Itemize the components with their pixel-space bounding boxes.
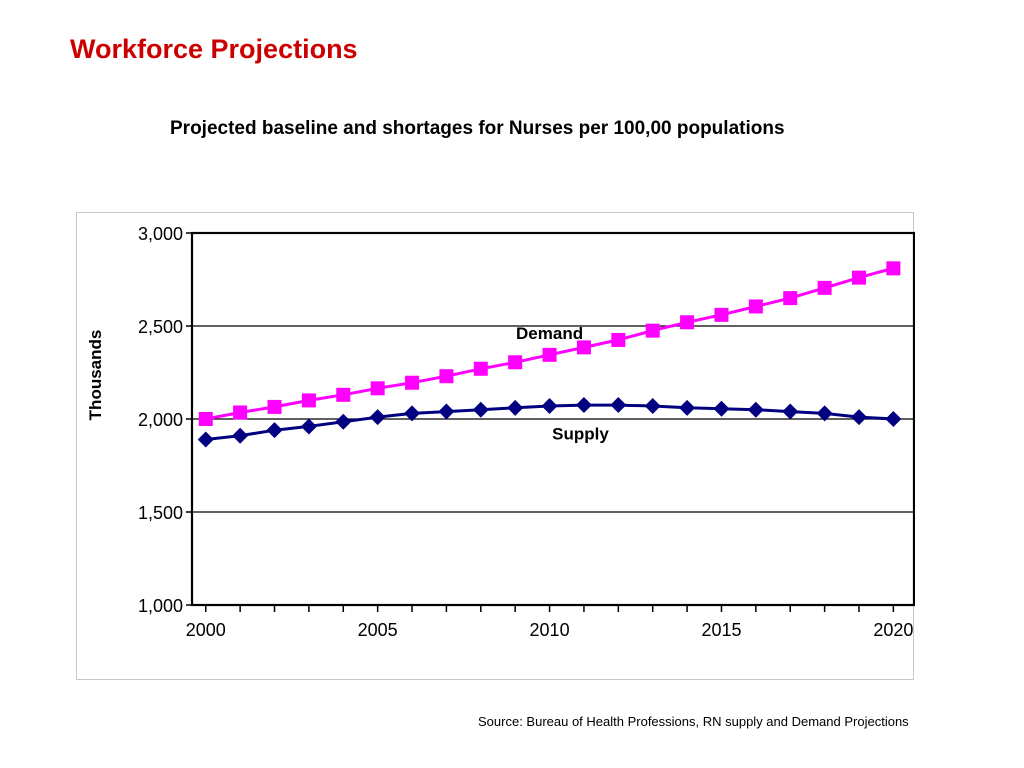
y-tick-label: 1,500 bbox=[138, 503, 183, 523]
supply-marker bbox=[816, 405, 833, 422]
demand-marker bbox=[439, 369, 454, 384]
supply-annotation: Supply bbox=[552, 424, 609, 443]
y-axis-label: Thousands bbox=[86, 330, 105, 421]
supply-marker bbox=[472, 401, 489, 418]
chart-heading: Projected baseline and shortages for Nur… bbox=[170, 118, 785, 139]
supply-marker bbox=[679, 399, 696, 416]
plot-border bbox=[190, 231, 915, 607]
demand-marker bbox=[645, 323, 660, 338]
y-tick-label: 2,500 bbox=[138, 317, 183, 337]
supply-marker bbox=[644, 397, 661, 414]
demand-marker bbox=[576, 340, 591, 355]
supply-marker bbox=[782, 403, 799, 420]
supply-marker bbox=[197, 431, 214, 448]
demand-marker bbox=[851, 270, 866, 285]
y-tick-label: 3,000 bbox=[138, 224, 183, 244]
y-tick-label: 1,000 bbox=[138, 596, 183, 616]
x-tick-label: 2000 bbox=[186, 620, 226, 640]
demand-marker bbox=[370, 381, 385, 396]
slide-title: Workforce Projections bbox=[70, 34, 358, 64]
demand-marker bbox=[301, 393, 316, 408]
demand-marker bbox=[714, 307, 729, 322]
chart-svg: Thousands 1,000 1,500 2,000 2,500 3,000 2000 2… bbox=[86, 224, 915, 640]
x-tick-label: 2020 bbox=[873, 620, 913, 640]
supply-marker bbox=[404, 405, 421, 422]
demand-marker bbox=[783, 291, 798, 306]
axis-layer bbox=[186, 231, 915, 612]
supply-marker bbox=[266, 422, 283, 439]
x-tick-label: 2005 bbox=[358, 620, 398, 640]
supply-marker bbox=[885, 411, 902, 427]
demand-marker bbox=[198, 412, 213, 426]
supply-marker bbox=[747, 401, 764, 418]
demand-marker bbox=[886, 261, 901, 276]
supply-marker bbox=[850, 409, 867, 426]
supply-marker bbox=[507, 399, 524, 416]
demand-annotation: Demand bbox=[516, 324, 583, 343]
series-layer bbox=[197, 261, 902, 448]
demand-marker bbox=[508, 355, 523, 370]
supply-marker bbox=[369, 409, 386, 426]
demand-marker bbox=[611, 332, 626, 347]
chart-frame: Thousands 1,000 1,500 2,000 2,500 3,000 2000 2… bbox=[76, 212, 915, 680]
demand-marker bbox=[680, 315, 695, 330]
demand-marker bbox=[405, 375, 420, 390]
source-note: Source: Bureau of Health Professions, RN… bbox=[478, 714, 909, 729]
supply-marker bbox=[300, 418, 317, 435]
supply-marker bbox=[335, 413, 352, 430]
supply-marker bbox=[232, 427, 249, 444]
demand-marker bbox=[473, 361, 488, 376]
x-tick-label: 2010 bbox=[530, 620, 570, 640]
supply-marker bbox=[610, 397, 627, 414]
text-layer: Thousands 1,000 1,500 2,000 2,500 3,000 2000 2… bbox=[86, 224, 913, 640]
supply-marker bbox=[541, 397, 558, 414]
supply-marker bbox=[575, 397, 592, 414]
demand-marker bbox=[748, 299, 763, 314]
supply-marker bbox=[438, 403, 455, 420]
demand-marker bbox=[336, 387, 351, 402]
demand-marker bbox=[267, 399, 282, 414]
grid-layer bbox=[192, 232, 914, 606]
x-tick-label: 2015 bbox=[701, 620, 741, 640]
demand-marker bbox=[233, 405, 248, 420]
demand-marker bbox=[817, 280, 832, 295]
demand-marker bbox=[542, 347, 557, 362]
supply-marker bbox=[713, 400, 730, 417]
y-tick-label: 2,000 bbox=[138, 410, 183, 430]
